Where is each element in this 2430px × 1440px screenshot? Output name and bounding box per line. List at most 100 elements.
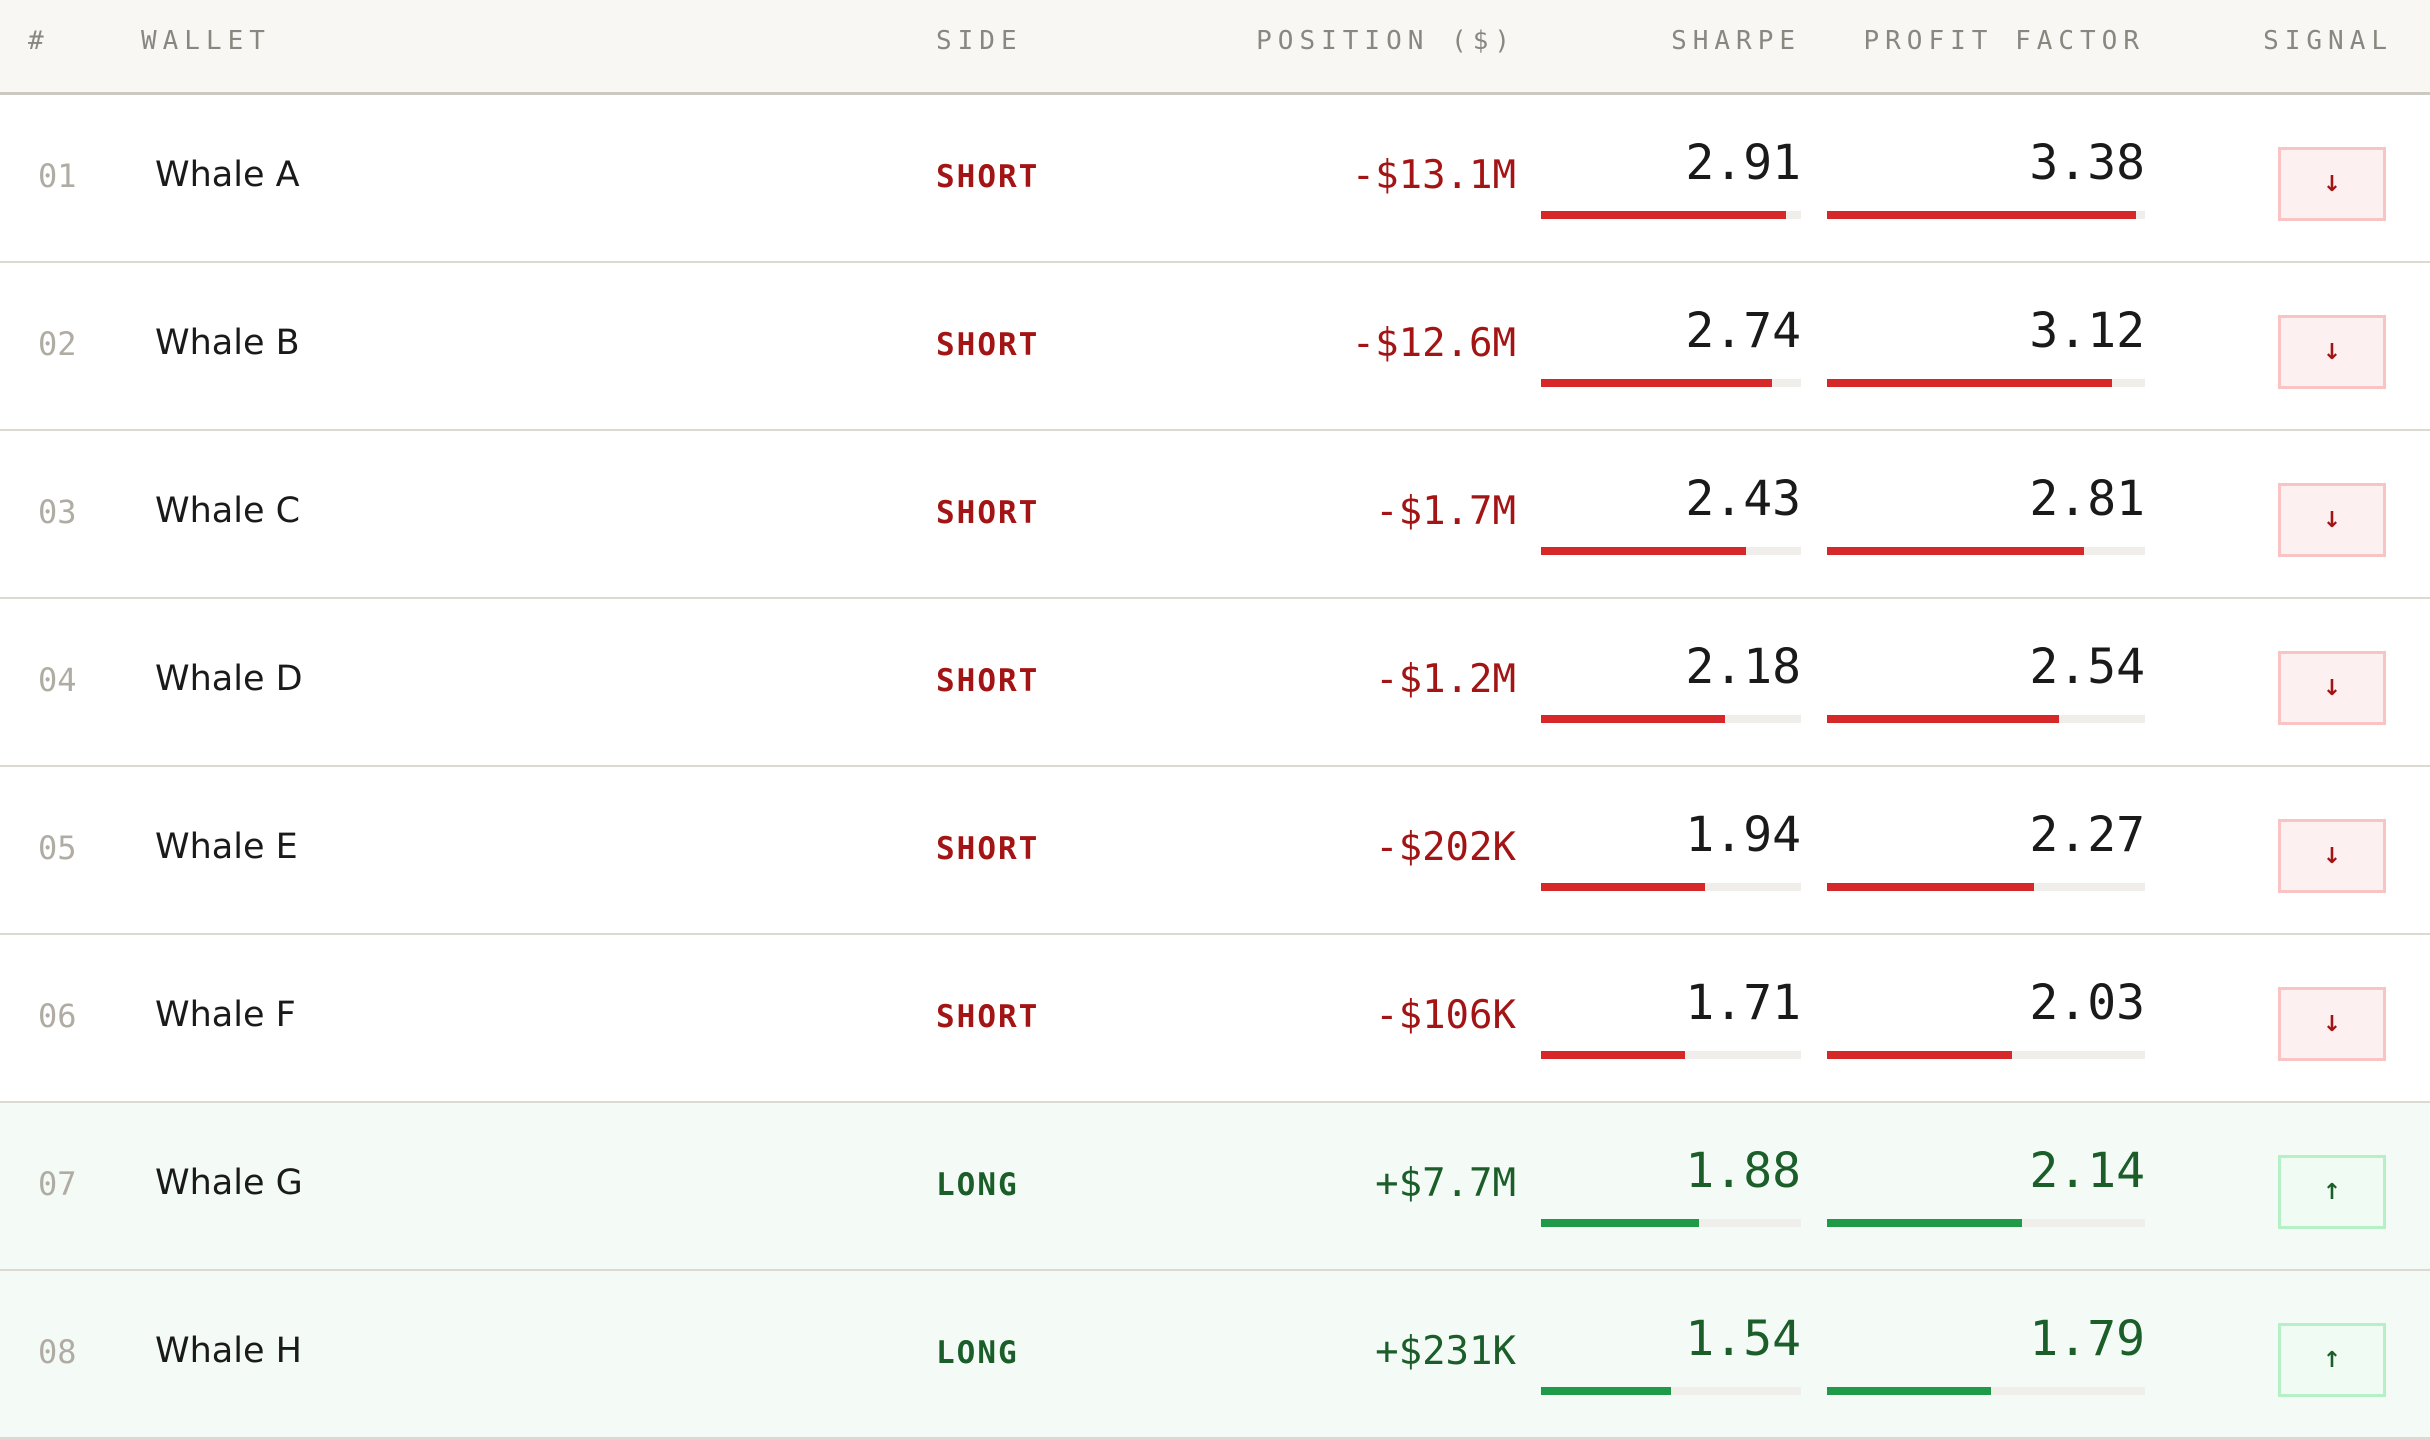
sharpe-value: 1.88 xyxy=(1685,1143,1801,1199)
profit-factor-value: 1.79 xyxy=(2029,1311,2145,1367)
side-label: LONG xyxy=(936,1167,1019,1203)
sharpe-bar xyxy=(1541,715,1725,723)
wallet-name: Whale H xyxy=(155,1331,302,1371)
row-number: 01 xyxy=(38,157,77,195)
table-row: 01 Whale A SHORT -$13.1M 2.91 3.38 ↓ xyxy=(0,95,2430,264)
wallet-name: Whale A xyxy=(155,155,300,195)
sharpe-track xyxy=(1541,211,1801,219)
column-header: # xyxy=(28,26,50,56)
profit-factor-value: 3.38 xyxy=(2029,135,2145,191)
signal-badge: ↓ xyxy=(2278,651,2386,725)
side-label: SHORT xyxy=(936,663,1040,699)
side-label: SHORT xyxy=(936,999,1040,1035)
sharpe-value: 2.91 xyxy=(1685,135,1801,191)
profit-factor-value: 3.12 xyxy=(2029,303,2145,359)
profit-factor-track xyxy=(1827,715,2145,723)
side-label: SHORT xyxy=(936,159,1040,195)
column-header: WALLET xyxy=(141,26,271,56)
signal-badge: ↑ xyxy=(2278,1323,2386,1397)
wallet-name: Whale B xyxy=(155,323,300,363)
side-label: SHORT xyxy=(936,495,1040,531)
sharpe-bar xyxy=(1541,1051,1686,1059)
column-header: SIGNAL xyxy=(2263,26,2393,56)
row-number: 03 xyxy=(38,493,77,531)
profit-factor-bar xyxy=(1827,715,2059,723)
sharpe-bar xyxy=(1541,379,1772,387)
position-value: +$231K xyxy=(1375,1329,1516,1374)
profit-factor-value: 2.03 xyxy=(2029,975,2145,1031)
sharpe-value: 1.94 xyxy=(1685,807,1801,863)
column-header: SHARPE xyxy=(1671,26,1801,56)
sharpe-bar xyxy=(1541,547,1746,555)
side-label: SHORT xyxy=(936,831,1040,867)
profit-factor-value: 2.81 xyxy=(2029,471,2145,527)
row-number: 06 xyxy=(38,997,77,1035)
sharpe-track xyxy=(1541,715,1801,723)
table-row: 08 Whale H LONG +$231K 1.54 1.79 ↑ xyxy=(0,1271,2430,1440)
profit-factor-value: 2.27 xyxy=(2029,807,2145,863)
sharpe-bar xyxy=(1541,883,1705,891)
position-value: -$13.1M xyxy=(1351,153,1516,198)
sharpe-track xyxy=(1541,883,1801,891)
profit-factor-bar xyxy=(1827,211,2136,219)
wallet-name: Whale F xyxy=(155,995,296,1035)
wallet-name: Whale D xyxy=(155,659,303,699)
profit-factor-bar xyxy=(1827,547,2084,555)
sharpe-track xyxy=(1541,1051,1801,1059)
position-value: -$1.2M xyxy=(1375,657,1516,702)
profit-factor-track xyxy=(1827,1051,2145,1059)
profit-factor-track xyxy=(1827,1387,2145,1395)
profit-factor-value: 2.54 xyxy=(2029,639,2145,695)
signal-badge: ↑ xyxy=(2278,1155,2386,1229)
sharpe-bar xyxy=(1541,1219,1700,1227)
sharpe-value: 2.18 xyxy=(1685,639,1801,695)
sharpe-track xyxy=(1541,1387,1801,1395)
wallet-name: Whale E xyxy=(155,827,298,867)
profit-factor-bar xyxy=(1827,1051,2013,1059)
position-value: -$12.6M xyxy=(1351,321,1516,366)
sharpe-value: 1.71 xyxy=(1685,975,1801,1031)
row-number: 08 xyxy=(38,1333,77,1371)
profit-factor-track xyxy=(1827,547,2145,555)
table-header: # WALLET SIDE POSITION ($) SHARPE PROFIT FACT… xyxy=(0,0,2430,95)
profit-factor-bar xyxy=(1827,1387,1991,1395)
column-header: POSITION ($) xyxy=(1256,26,1516,56)
sharpe-bar xyxy=(1541,1387,1671,1395)
side-label: LONG xyxy=(936,1335,1019,1371)
row-number: 04 xyxy=(38,661,77,699)
row-number: 07 xyxy=(38,1165,77,1203)
sharpe-track xyxy=(1541,547,1801,555)
signal-badge: ↓ xyxy=(2278,315,2386,389)
table-row: 05 Whale E SHORT -$202K 1.94 2.27 ↓ xyxy=(0,767,2430,936)
table-row: 04 Whale D SHORT -$1.2M 2.18 2.54 ↓ xyxy=(0,599,2430,768)
column-header: PROFIT FACTOR xyxy=(1863,26,2145,56)
signal-badge: ↓ xyxy=(2278,987,2386,1061)
signal-badge: ↓ xyxy=(2278,483,2386,557)
sharpe-value: 1.54 xyxy=(1685,1311,1801,1367)
signal-badge: ↓ xyxy=(2278,147,2386,221)
table-row: 07 Whale G LONG +$7.7M 1.88 2.14 ↑ xyxy=(0,1103,2430,1272)
profit-factor-bar xyxy=(1827,379,2112,387)
position-value: -$106K xyxy=(1375,993,1516,1038)
profit-factor-track xyxy=(1827,883,2145,891)
profit-factor-bar xyxy=(1827,883,2035,891)
profit-factor-bar xyxy=(1827,1219,2023,1227)
position-value: -$1.7M xyxy=(1375,489,1516,534)
row-number: 02 xyxy=(38,325,77,363)
wallet-name: Whale G xyxy=(155,1163,303,1203)
wallet-name: Whale C xyxy=(155,491,301,531)
sharpe-bar xyxy=(1541,211,1787,219)
position-value: -$202K xyxy=(1375,825,1516,870)
sharpe-value: 2.43 xyxy=(1685,471,1801,527)
profit-factor-track xyxy=(1827,211,2145,219)
profit-factor-track xyxy=(1827,1219,2145,1227)
signal-badge: ↓ xyxy=(2278,819,2386,893)
sharpe-value: 2.74 xyxy=(1685,303,1801,359)
position-value: +$7.7M xyxy=(1375,1161,1516,1206)
sharpe-track xyxy=(1541,379,1801,387)
column-header: SIDE xyxy=(936,26,1023,56)
row-number: 05 xyxy=(38,829,77,867)
table-row: 03 Whale C SHORT -$1.7M 2.43 2.81 ↓ xyxy=(0,431,2430,600)
side-label: SHORT xyxy=(936,327,1040,363)
table-row: 02 Whale B SHORT -$12.6M 2.74 3.12 ↓ xyxy=(0,263,2430,432)
